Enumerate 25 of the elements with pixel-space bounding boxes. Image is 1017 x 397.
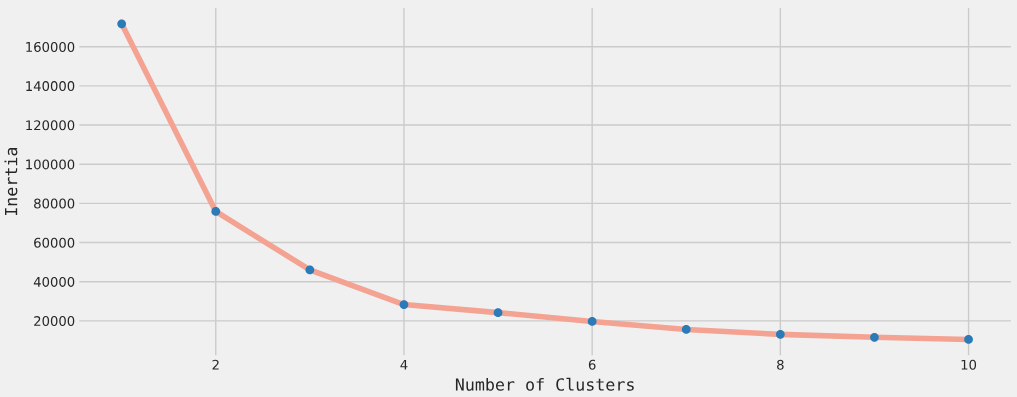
point [493, 308, 503, 318]
point [870, 332, 879, 342]
point [305, 265, 315, 275]
x-tick-label: 6 [588, 359, 596, 370]
y-tick-label: 80000 [34, 198, 75, 209]
point [681, 325, 691, 334]
x-tick-label: 8 [777, 359, 784, 370]
y-tick-label: 160000 [26, 41, 75, 52]
x-tick-label: 2 [212, 359, 219, 370]
y-tick-label: 20000 [34, 316, 75, 327]
y-tick-label: 60000 [34, 237, 75, 248]
point [964, 335, 973, 344]
x-tick-label: 4 [400, 359, 408, 370]
point [587, 317, 597, 326]
x-tick-label: 10 [961, 359, 977, 370]
y-tick-label: 120000 [26, 120, 75, 131]
x-axis-title: Number of Clusters [455, 377, 634, 391]
point [399, 300, 409, 309]
y-axis-title: Inertia [4, 147, 18, 216]
point [117, 19, 127, 29]
y-tick-label: 40000 [33, 276, 75, 287]
point [775, 329, 785, 339]
y-tick-label: 100000 [26, 159, 75, 170]
y-tick-label: 140000 [26, 81, 75, 92]
point [211, 207, 221, 216]
